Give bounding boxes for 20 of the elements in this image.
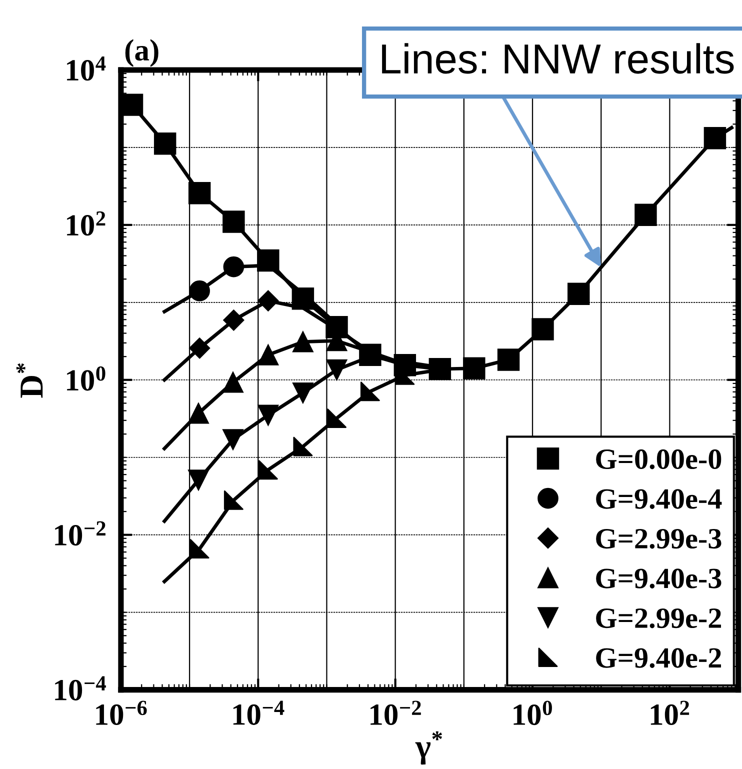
y-tick-label: 10$^{−4}$ — [55, 676, 106, 700]
legend-label: G=9.40e-3 — [596, 568, 722, 588]
y-tick-label: 10$^{4}$ — [67, 56, 106, 81]
legend-label: G=0.00e-0 — [596, 449, 722, 470]
y-tick-label: 10$^{−2}$ — [55, 521, 106, 546]
legend-label: G=2.99e-2 — [596, 608, 721, 628]
y-tick-label: 10$^{2}$ — [67, 211, 106, 236]
legend-label: G=9.40e-4 — [596, 489, 722, 509]
annotation: Lines: NNW results — [382, 43, 734, 74]
x-tick-label: 10$^{−6}$ — [96, 700, 147, 726]
legend-label: G=9.40e-2 — [596, 648, 721, 668]
x-tick-label: 10$^{0}$ — [514, 700, 552, 726]
y-axis-title: D$^{*}$ — [16, 363, 43, 398]
y-tick-label: 10$^{0}$ — [67, 366, 106, 391]
legend-label: G=2.99e-3 — [596, 528, 722, 549]
x-tick-label: 10$^{2}$ — [650, 700, 690, 726]
x-tick-label: 10$^{−2}$ — [370, 700, 421, 726]
x-tick-label: 10$^{−4}$ — [233, 700, 284, 725]
x-axis-title: γ$^{*}$ — [415, 731, 442, 765]
chart-title: (a) — [125, 39, 158, 67]
